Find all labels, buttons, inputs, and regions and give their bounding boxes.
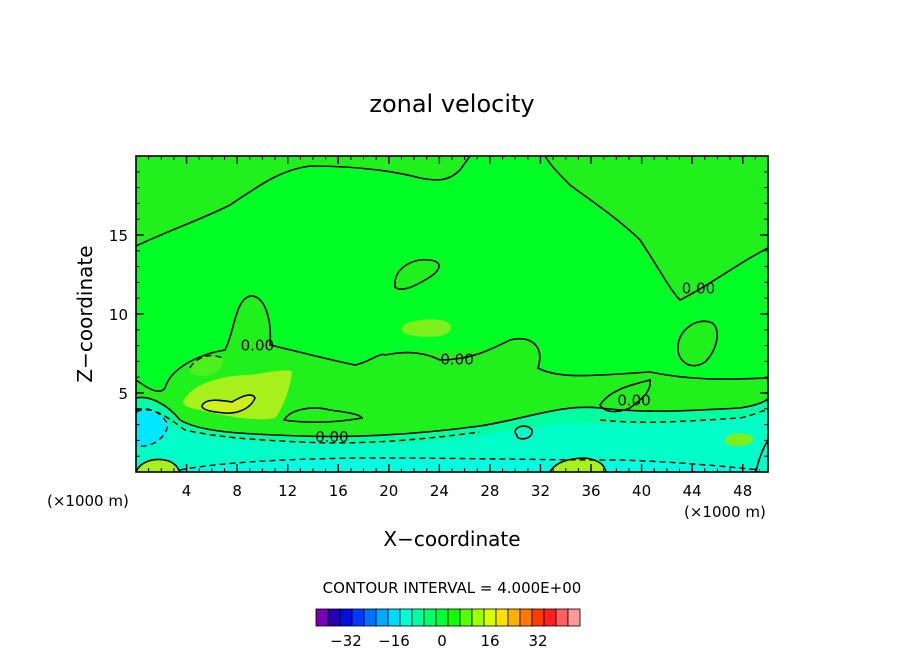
y-tick-label: 15 — [109, 227, 128, 245]
colorbar-swatch — [399, 608, 413, 627]
x-axis-ticks: 4 8 12 16 20 24 28 32 36 40 44 48 — [148, 156, 756, 500]
colorbar-swatch — [507, 608, 521, 627]
colorbar-swatch — [339, 608, 353, 627]
colorbar-swatch — [363, 608, 377, 627]
contour-low-band — [136, 396, 768, 438]
x-tick-label: 36 — [581, 482, 600, 500]
band-cyan-low — [136, 409, 768, 472]
colorbar-swatch — [375, 608, 389, 627]
contour-label: 0.00 — [315, 428, 348, 446]
colorbar-swatch — [435, 608, 449, 627]
contour-zero-upper-right — [544, 156, 768, 301]
contour-negative-2 — [179, 457, 761, 471]
contour-ring-44 — [677, 320, 718, 367]
chart-title: zonal velocity — [369, 90, 534, 118]
colorbar-swatch — [567, 608, 581, 627]
colorbar-ticks: −32 −16 0 16 32 — [330, 632, 547, 650]
x-tick-label: 4 — [182, 482, 192, 500]
colorbar-tick-label: 32 — [528, 632, 547, 650]
colorbar — [315, 608, 581, 627]
colorbar-swatch — [543, 608, 557, 627]
region-blob-44 — [677, 321, 718, 366]
contour-label: 0.00 — [440, 351, 473, 369]
x-tick-label: 20 — [379, 482, 398, 500]
colorbar-swatch — [531, 608, 545, 627]
region-blob-8-light — [189, 355, 224, 376]
y-tick-label: 10 — [109, 306, 128, 324]
contour-right-yellow — [549, 457, 607, 472]
x-unit-right: (×1000 m) — [684, 503, 766, 521]
x-unit-left: (×1000 m) — [47, 492, 129, 510]
x-tick-label: 8 — [232, 482, 242, 500]
contour-label: 0.00 — [241, 336, 274, 354]
colorbar-swatch — [495, 608, 509, 627]
colorbar-swatch — [555, 608, 569, 627]
contour-label: 0.00 — [682, 279, 715, 297]
x-tick-label: 12 — [278, 482, 297, 500]
y-axis-ticks: 5 10 15 — [109, 171, 768, 457]
region-blob-24 — [402, 319, 452, 337]
colorbar-swatch — [423, 608, 437, 627]
band-bottom — [180, 458, 760, 472]
contour-negative-3 — [136, 408, 169, 447]
region-blob-right-low — [724, 433, 754, 446]
colorbar-swatch — [351, 608, 365, 627]
contour-ring-22 — [394, 259, 440, 290]
colorbar-swatch — [471, 608, 485, 627]
region-upper-right — [545, 156, 768, 300]
contour-right-edge — [755, 439, 768, 472]
contour-blob-31 — [514, 425, 533, 440]
colorbar-swatch — [315, 608, 329, 627]
region-yellow-green-core — [202, 395, 255, 414]
contour-negative-4 — [599, 409, 768, 423]
contour-interval-text: CONTOUR INTERVAL = 4.000E+00 — [323, 579, 582, 597]
x-tick-label: 16 — [329, 482, 348, 500]
contour-blob-14 — [282, 407, 364, 423]
x-tick-label: 28 — [480, 482, 499, 500]
colorbar-tick-label: −16 — [378, 632, 410, 650]
colorbar-swatch — [327, 608, 341, 627]
x-axis-label: X−coordinate — [383, 527, 520, 551]
contour-cluster-40 — [599, 379, 651, 413]
colorbar-tick-label: −32 — [330, 632, 362, 650]
colorbar-swatch — [387, 608, 401, 627]
x-tick-label: 44 — [683, 482, 702, 500]
contour-left-yellow — [136, 458, 181, 472]
contour-label: 0.00 — [617, 392, 650, 410]
contour-zero-mid — [164, 295, 768, 389]
colorbar-tick-label: 0 — [437, 632, 447, 650]
contour-negative-1 — [136, 409, 481, 444]
contour-zero-upper-left — [136, 156, 471, 247]
x-tick-label: 32 — [531, 482, 550, 500]
contour-negative-5 — [189, 354, 223, 369]
contour-label-group: 0.00 0.00 0.00 0.00 0.00 — [241, 279, 716, 446]
colorbar-swatch — [411, 608, 425, 627]
colorbar-swatch — [519, 608, 533, 627]
x-tick-label: 24 — [430, 482, 449, 500]
colorbar-swatch — [447, 608, 461, 627]
y-tick-label: 5 — [118, 385, 128, 403]
region-yellow-lowleft — [136, 459, 180, 472]
region-cyan-left — [136, 408, 168, 447]
contour-ring-8 — [201, 394, 256, 414]
colorbar-swatch — [459, 608, 473, 627]
y-axis-label: Z−coordinate — [73, 245, 97, 382]
colorbar-swatch — [483, 608, 497, 627]
x-tick-label: 48 — [733, 482, 752, 500]
contour-field — [136, 156, 768, 472]
region-upper-left — [136, 156, 470, 246]
contour-zero-left-edge — [136, 379, 166, 392]
region-blob-22 — [394, 259, 440, 290]
x-tick-label: 40 — [632, 482, 651, 500]
colorbar-tick-label: 16 — [480, 632, 499, 650]
